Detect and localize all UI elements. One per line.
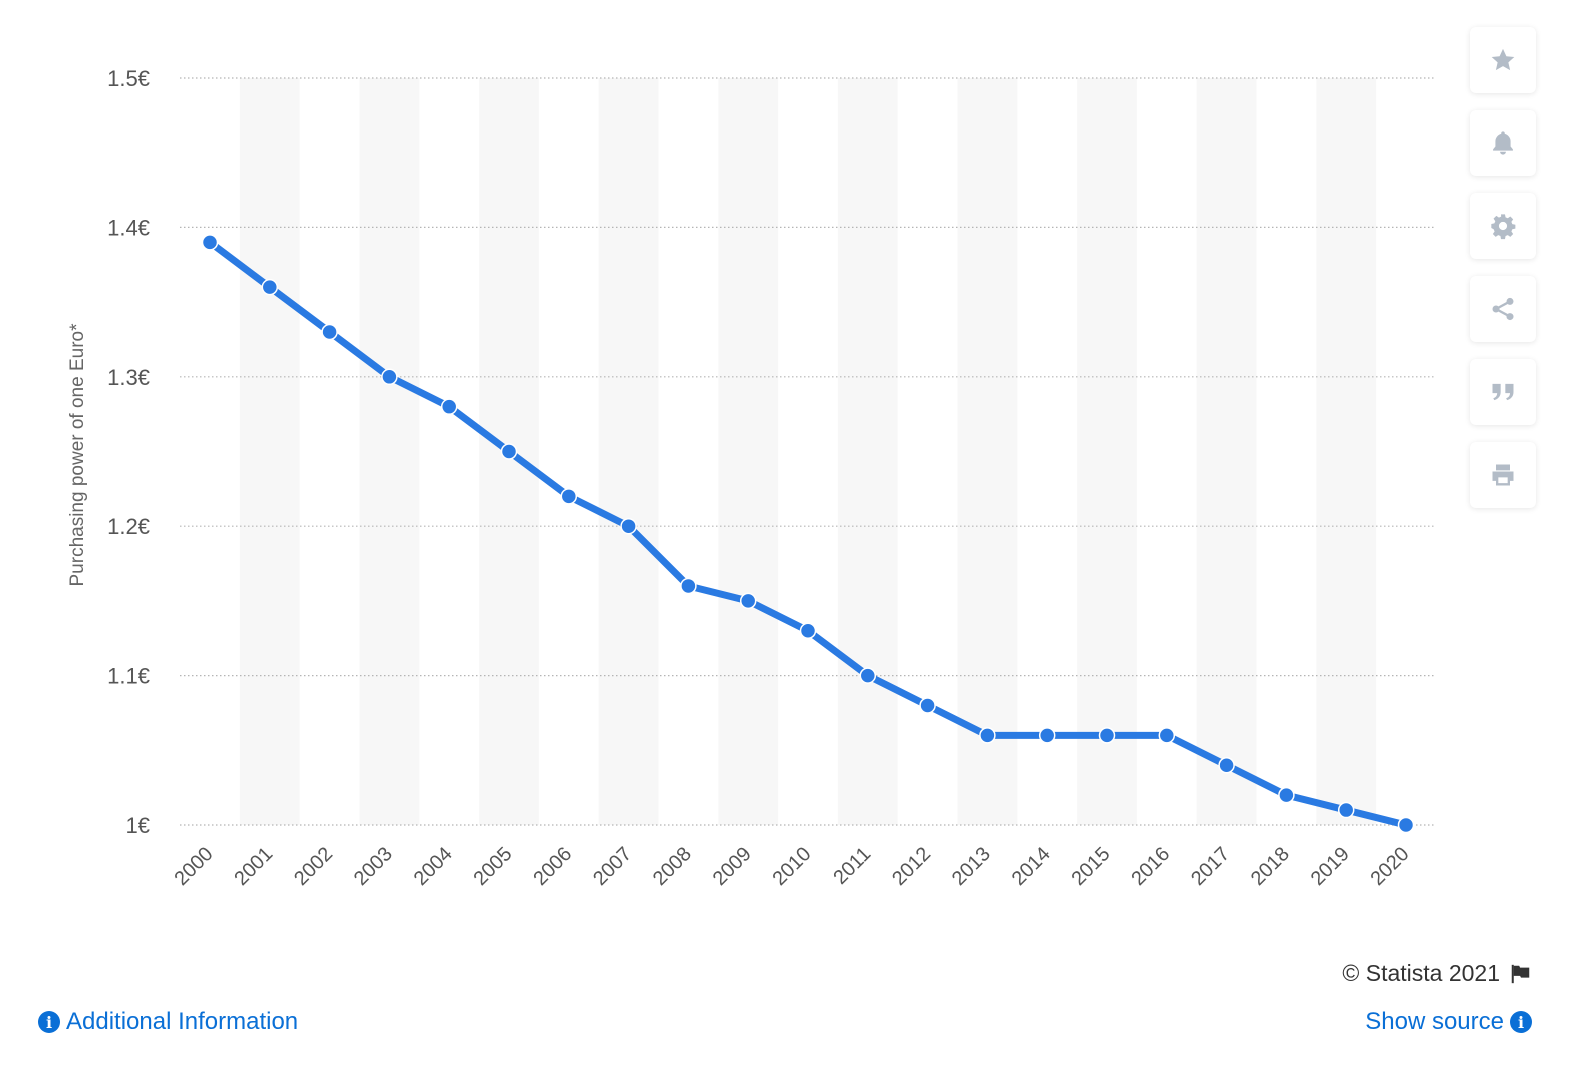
info-icon: i [1510, 1011, 1532, 1033]
share-button[interactable] [1470, 276, 1536, 342]
statista-credit[interactable]: © Statista 2021 [1342, 960, 1532, 987]
y-tick-label: 1.4€ [107, 215, 150, 240]
data-point[interactable] [739, 592, 757, 610]
column-band [1316, 78, 1377, 825]
y-tick-label: 1.5€ [107, 66, 150, 91]
data-point[interactable] [261, 278, 279, 296]
data-series [201, 234, 1415, 834]
x-tick-label: 2020 [1367, 843, 1414, 890]
x-tick-label: 2013 [948, 843, 995, 890]
column-band [837, 78, 898, 825]
column-band [718, 78, 779, 825]
x-tick-label: 2009 [709, 843, 756, 890]
share-icon [1492, 297, 1514, 321]
data-point[interactable] [1397, 816, 1415, 834]
x-tick-label: 2005 [470, 843, 517, 890]
flag-icon[interactable] [1510, 963, 1532, 985]
x-tick-label: 2018 [1247, 843, 1294, 890]
star-icon [1491, 48, 1515, 71]
y-tick-label: 1€ [126, 813, 150, 838]
data-point[interactable] [321, 323, 338, 341]
x-tick-label: 2011 [829, 843, 875, 889]
show-source-label: Show source [1365, 1008, 1504, 1035]
data-point[interactable] [560, 488, 578, 505]
column-band [239, 78, 300, 825]
x-tick-label: 2017 [1187, 843, 1234, 890]
data-point[interactable] [1337, 801, 1355, 819]
print-button[interactable] [1470, 442, 1536, 508]
info-icon: i [38, 1011, 60, 1033]
data-point[interactable] [500, 443, 518, 460]
data-point[interactable] [919, 697, 936, 714]
data-point[interactable] [201, 234, 219, 251]
data-point[interactable] [1158, 727, 1176, 744]
y-tick-label: 1.1€ [107, 664, 150, 689]
x-tick-label: 2002 [290, 843, 337, 890]
quote-icon [1492, 383, 1514, 401]
show-source-link[interactable]: Show source i [1365, 1008, 1532, 1036]
x-tick-label: 2001 [230, 843, 277, 890]
x-tick-label: 2016 [1127, 843, 1174, 890]
column-bands [239, 78, 1377, 825]
data-point[interactable] [859, 667, 877, 684]
column-band [359, 78, 420, 825]
column-band [598, 78, 659, 825]
x-tick-label: 2007 [589, 843, 636, 890]
side-toolbar [1470, 27, 1538, 525]
data-point[interactable] [440, 398, 458, 415]
x-tick-label: 2014 [1008, 843, 1055, 890]
y-axis-label: Purchasing power of one Euro* [67, 323, 88, 587]
settings-button[interactable] [1470, 193, 1536, 259]
x-tick-label: 2004 [410, 843, 457, 890]
data-point[interactable] [620, 517, 637, 535]
column-band [957, 78, 1018, 825]
x-tick-label: 2008 [649, 843, 696, 890]
x-tick-label: 2019 [1307, 843, 1354, 890]
x-tick-label: 2010 [769, 843, 816, 890]
gear-icon [1491, 214, 1516, 240]
print-icon [1492, 464, 1514, 486]
x-tick-label: 2015 [1068, 843, 1115, 890]
bell-icon [1493, 131, 1513, 155]
additional-information-label: Additional Information [66, 1008, 299, 1035]
data-point[interactable] [381, 368, 398, 386]
column-band [1077, 78, 1137, 825]
notification-button[interactable] [1470, 110, 1536, 176]
credit-text: © Statista 2021 [1342, 960, 1500, 986]
data-point[interactable] [1038, 727, 1056, 744]
x-tick-label: 2000 [171, 843, 218, 890]
x-axis-ticks: 2000 2001 2002 2003 2004 2005 2006 2007 2008 2009… [171, 843, 1414, 890]
column-band [1196, 78, 1257, 825]
y-tick-label: 1.2€ [107, 514, 150, 539]
x-tick-label: 2012 [888, 843, 935, 890]
data-point[interactable] [1218, 756, 1235, 774]
data-point[interactable] [1098, 727, 1116, 744]
y-axis-ticks: 1€ 1.1€ 1.2€ 1.3€ 1.4€ 1.5€ [107, 66, 150, 838]
favorite-button[interactable] [1470, 27, 1536, 93]
data-point[interactable] [1278, 786, 1295, 804]
data-point[interactable] [799, 622, 817, 640]
y-tick-label: 1.3€ [107, 365, 150, 390]
additional-information-link[interactable]: i Additional Information [38, 1008, 298, 1036]
data-point[interactable] [979, 727, 996, 744]
cite-button[interactable] [1470, 359, 1536, 425]
x-tick-label: 2006 [529, 843, 576, 890]
data-point[interactable] [680, 577, 697, 595]
x-tick-label: 2003 [350, 843, 397, 890]
